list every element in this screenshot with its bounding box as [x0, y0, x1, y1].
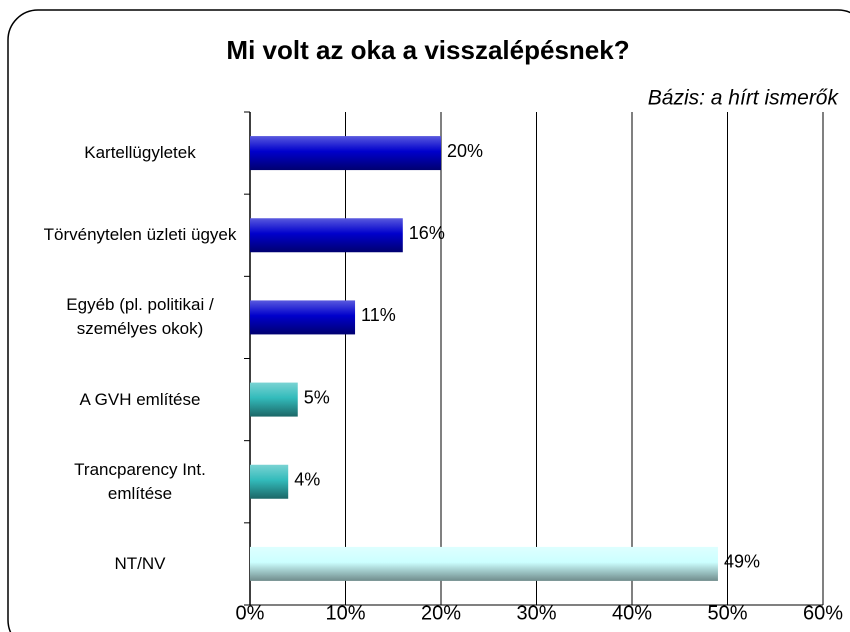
data-label: 4% — [294, 470, 320, 490]
x-tick-label: 20% — [421, 602, 461, 624]
chart-title: Mi volt az oka a visszalépésnek? — [226, 35, 629, 65]
bar — [250, 136, 441, 171]
y-tick-label: Trancparency Int. említése — [74, 459, 206, 503]
bar — [250, 218, 403, 253]
y-tick-label: A GVH említése — [79, 389, 201, 409]
y-tick-label: Törvénytelen üzleti ügyek — [43, 225, 237, 245]
y-tick-label: NT/NV — [114, 553, 166, 573]
data-label: 49% — [724, 552, 760, 572]
data-label: 11% — [361, 305, 396, 325]
y-tick-label: Kartellügyletek — [84, 143, 196, 163]
data-label: 16% — [409, 223, 445, 243]
bar — [250, 546, 718, 581]
bar — [250, 382, 298, 417]
chart-border — [7, 9, 850, 632]
bar — [250, 464, 289, 499]
y-tick-label: Egyéb (pl. politikai / személyes okok) — [66, 295, 214, 339]
bar — [250, 300, 356, 335]
x-tick-label: 30% — [516, 602, 556, 624]
x-tick-label: 60% — [803, 602, 843, 624]
x-tick-label: 50% — [707, 602, 747, 624]
data-label: 20% — [447, 141, 483, 161]
x-tick-label: 10% — [325, 602, 365, 624]
x-tick-label: 0% — [236, 602, 265, 624]
x-tick-label: 40% — [612, 602, 652, 624]
chart-subtitle: Bázis: a hírt ismerők — [648, 87, 840, 110]
data-label: 5% — [304, 387, 330, 407]
